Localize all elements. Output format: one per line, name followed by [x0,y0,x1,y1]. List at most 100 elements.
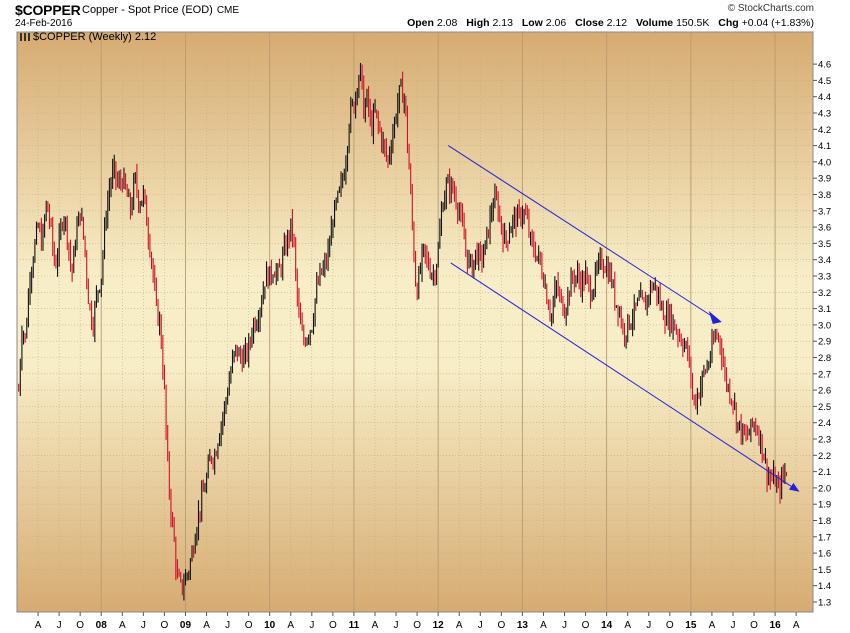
y-tick-label: 4.4 [818,92,831,103]
y-tick-label: 2.8 [818,353,831,364]
x-tick-label: J [478,620,483,631]
exchange-label: CME [216,5,240,16]
y-tick-label: 1.9 [818,500,831,511]
price-series [18,62,788,601]
x-tick-label: O [76,620,84,631]
x-tick-label: A [287,620,294,631]
x-tick-label: O [750,620,758,631]
x-tick-label: O [161,620,169,631]
y-tick-label: 4.5 [818,76,831,87]
x-tick-label: O [497,620,505,631]
x-tick-label: 13 [517,620,529,631]
y-tick-label: 1.3 [818,598,831,609]
y-tick-label: 2.5 [818,402,831,413]
y-tick-label: 1.7 [818,532,831,543]
y-tick-label: 4.0 [818,157,831,168]
y-tick-label: 1.4 [818,581,831,592]
volume-label: Volume [635,17,674,29]
y-tick-label: 4.1 [818,141,831,152]
x-tick-label: 15 [685,620,697,631]
x-tick-label: A [119,620,126,631]
y-tick-label: 2.6 [818,386,831,397]
x-tick-label: 08 [96,620,108,631]
y-tick-label: 3.3 [818,272,831,283]
x-tick-label: 10 [264,620,276,631]
high-value: 2.13 [492,17,513,29]
x-tick-label: J [562,620,567,631]
y-tick-label: 1.8 [818,516,831,527]
high-label: High [466,17,490,29]
x-tick-label: 12 [433,620,445,631]
y-tick-label: 2.3 [818,435,831,446]
low-label: Low [521,17,543,29]
y-tick-label: 1.6 [818,549,831,560]
y-tick-label: 3.1 [818,304,831,315]
x-tick-label: J [141,620,146,631]
x-tick-label: 16 [770,620,782,631]
y-tick-label: 3.0 [818,320,831,331]
close-label: Close [575,17,604,29]
x-tick-label: O [245,620,253,631]
x-tick-label: A [540,620,547,631]
chart-legend: $COPPER (Weekly) 2.12 [20,31,156,43]
y-tick-label: 3.8 [818,190,831,201]
y-tick-label: 2.0 [818,483,831,494]
x-tick-label: A [793,620,800,631]
trend-lines [448,145,800,492]
x-tick-label: 11 [349,620,360,631]
chg-value: +0.04 (+1.83%) [741,17,814,29]
y-tick-label: 2.4 [818,418,831,429]
y-tick-label: 3.5 [818,239,831,250]
y-tick-label: 3.2 [818,288,831,299]
legend-label: $COPPER (Weekly) 2.12 [33,31,157,43]
bars-icon [20,33,32,41]
quote-summary: Open 2.08 High 2.13 Low 2.06 Close 2.12 … [407,17,814,29]
x-tick-label: 09 [180,620,192,631]
grid-lines [17,32,813,612]
y-tick-label: 2.2 [818,451,831,462]
y-tick-label: 4.2 [818,125,831,136]
brand-watermark: © StockCharts.com [727,3,814,14]
x-axis: A J O 08 A J O 09 A J O 10 A J O 11 A J O 12 A J O 13 A J O 14 A J O 15… [35,612,800,631]
x-tick-label: A [456,620,463,631]
x-tick-label: O [666,620,674,631]
y-tick-label: 3.4 [818,255,831,266]
ticker-symbol: $COPPER [15,2,81,18]
x-tick-label: A [709,620,716,631]
x-tick-label: J [309,620,314,631]
y-tick-label: 3.6 [818,223,831,234]
close-value: 2.12 [606,17,628,29]
x-tick-label: J [394,620,399,631]
chg-label: Chg [718,17,739,29]
y-tick-label: 2.7 [818,369,831,380]
plot-area [16,31,814,613]
y-axis: 1.3 1.4 1.5 1.6 1.7 1.8 1.9 2.0 2.1 2.2 2.3 2.4 2.5 2… [813,60,831,609]
open-label: Open [407,17,434,29]
x-tick-label: A [624,620,631,631]
x-tick-label: A [203,620,210,631]
trend-line [448,145,719,321]
trend-arrow [708,311,722,325]
x-tick-label: O [413,620,421,631]
open-value: 2.08 [436,17,458,29]
trend-line [450,262,800,492]
volume-value: 150.5K [676,17,710,29]
y-tick-label: 1.5 [818,565,831,576]
y-tick-label: 3.7 [818,206,831,217]
x-tick-label: 14 [601,620,613,631]
x-tick-label: J [225,620,230,631]
x-tick-label: J [57,620,62,631]
quote-date: 24-Feb-2016 [15,18,73,29]
y-tick-label: 4.6 [818,60,831,71]
x-tick-label: A [35,620,42,631]
instrument-description: Copper - Spot Price (EOD) CME [82,4,239,16]
y-tick-label: 3.9 [818,174,831,185]
x-tick-label: O [329,620,337,631]
chart-header: $COPPER Copper - Spot Price (EOD) CME 24-… [0,0,850,32]
y-tick-label: 2.1 [818,467,831,478]
y-tick-label: 4.3 [818,109,831,120]
x-tick-label: J [646,620,651,631]
x-tick-label: A [372,620,379,631]
low-value: 2.06 [545,17,567,29]
